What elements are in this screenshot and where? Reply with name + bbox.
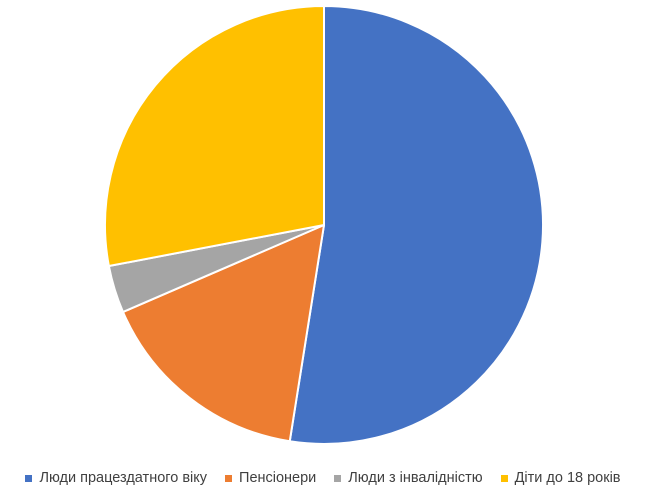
legend-item-working-age: Люди працездатного віку (25, 470, 207, 486)
legend-label-children: Діти до 18 років (514, 470, 621, 486)
legend-swatch-disability (334, 474, 342, 482)
pie-chart-area (104, 5, 545, 445)
legend-swatch-pensioners (225, 474, 233, 482)
legend-item-pensioners: Пенсіонери (225, 470, 316, 486)
legend: Люди працездатного віку Пенсіонери Люди … (0, 470, 646, 486)
pie-chart (104, 5, 545, 445)
pie-slice-working-age (288, 5, 545, 445)
legend-label-pensioners: Пенсіонери (239, 470, 317, 486)
pie-slice-children (104, 5, 325, 268)
legend-label-disability: Люди з інвалідністю (348, 470, 483, 486)
legend-label-working-age: Люди працездатного віку (39, 470, 208, 486)
legend-item-children: Діти до 18 років (500, 470, 621, 486)
legend-swatch-working-age (25, 474, 33, 482)
legend-item-disability: Люди з інвалідністю (334, 470, 483, 486)
pie-slice-pensioners (122, 224, 325, 443)
legend-swatch-children (500, 474, 508, 482)
